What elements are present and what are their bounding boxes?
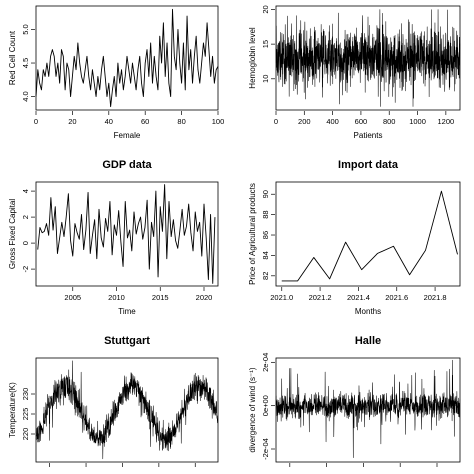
y-axis-label: Red Cell Count	[8, 30, 17, 85]
x-tick-label: 2020	[196, 293, 213, 302]
x-axis-label: Female	[114, 131, 141, 140]
x-tick-label: 40	[105, 117, 113, 126]
series-line	[35, 360, 219, 460]
x-tick-label: 60	[141, 117, 149, 126]
plot-frame	[275, 181, 461, 287]
y-tick-label: 90	[261, 190, 270, 198]
y-tick-label: 220	[21, 428, 30, 441]
y-tick-label: 0	[21, 241, 30, 245]
x-tick-label: 2021.4	[347, 293, 370, 302]
y-axis-label: Temperature(K)	[8, 382, 17, 438]
series-line	[275, 9, 461, 107]
x-axis-label: Patients	[354, 131, 383, 140]
x-tick-label: 800	[383, 117, 396, 126]
x-axis-label: Time	[118, 307, 136, 316]
series-line	[275, 359, 461, 458]
x-tick-label: 2015	[152, 293, 169, 302]
y-tick-label: 0e+00	[261, 395, 270, 416]
x-tick-label: 80	[177, 117, 185, 126]
y-tick-label: 230	[21, 388, 30, 401]
y-tick-label: 5.0	[21, 24, 30, 34]
y-tick-label: 2	[21, 215, 30, 219]
panel-title: Stuttgart	[104, 335, 150, 347]
x-tick-label: 2005	[64, 293, 81, 302]
y-tick-label: 82	[261, 272, 270, 280]
y-tick-label: 15	[261, 40, 270, 48]
y-tick-label: 4.5	[21, 58, 30, 68]
x-tick-label: 2021.2	[309, 293, 332, 302]
y-tick-label: -2e-04	[261, 438, 270, 460]
panel-stuttgart: Stuttgart 220 225 230 Temperature(K)	[8, 335, 219, 467]
panel-hemoglobin: 0 200 400 600 800 1000 1200 10 15 20 Patients Hemog…	[248, 5, 461, 140]
x-axis-label: Months	[355, 307, 381, 316]
y-tick-label: 86	[261, 231, 270, 239]
panel-title: Halle	[355, 335, 381, 347]
y-tick-label: 225	[21, 408, 30, 421]
panel-gdp: GDP data 2005 2010 2015 2020 -2 0 2 4 Time Gross F…	[8, 159, 219, 316]
plot-frame	[275, 5, 461, 111]
y-axis-label: Hemoglobin level	[248, 27, 257, 89]
series-line	[35, 8, 219, 108]
y-axis-label: Gross Fixed Capital	[8, 199, 17, 269]
y-tick-label: -2	[21, 266, 30, 273]
x-tick-label: 1000	[409, 117, 426, 126]
x-tick-label: 1200	[438, 117, 455, 126]
x-tick-label: 400	[326, 117, 339, 126]
series-line	[281, 190, 458, 282]
panel-red-cell: 0 20 40 60 80 100 4.0 4.5 5.0 Female Red Cell Coun…	[8, 5, 225, 140]
plot-frame	[35, 181, 219, 287]
y-axis-label: Price of Agricultural products	[248, 183, 257, 285]
panel-halle: Halle -2e-04 0e+00 2e-04 divergence of wind …	[248, 335, 461, 467]
x-tick-label: 20	[68, 117, 76, 126]
plot-frame	[35, 357, 219, 463]
x-tick-label: 0	[34, 117, 38, 126]
y-tick-label: 88	[261, 210, 270, 218]
x-tick-label: 100	[212, 117, 225, 126]
y-tick-label: 20	[261, 5, 270, 13]
plot-frame	[35, 5, 219, 111]
x-tick-label: 2021.8	[424, 293, 447, 302]
y-tick-label: 84	[261, 251, 270, 259]
y-tick-label: 4.0	[21, 91, 30, 101]
x-tick-label: 2010	[108, 293, 125, 302]
panel-title: GDP data	[102, 159, 152, 171]
plot-frame	[275, 357, 461, 463]
y-tick-label: 2e-04	[261, 353, 270, 372]
panel-import: Import data 2021.0 2021.2 2021.4 2021.6 2021.…	[248, 159, 461, 316]
x-tick-label: 0	[274, 117, 278, 126]
panel-title: Import data	[338, 159, 399, 171]
y-tick-label: 10	[261, 75, 270, 83]
series-line	[37, 184, 216, 284]
x-tick-label: 600	[355, 117, 368, 126]
y-axis-label: divergence of wind (s⁻¹)	[248, 367, 257, 452]
x-tick-label: 200	[298, 117, 311, 126]
x-tick-label: 2021.6	[385, 293, 408, 302]
x-tick-label: 2021.0	[270, 293, 293, 302]
y-tick-label: 4	[21, 189, 30, 193]
